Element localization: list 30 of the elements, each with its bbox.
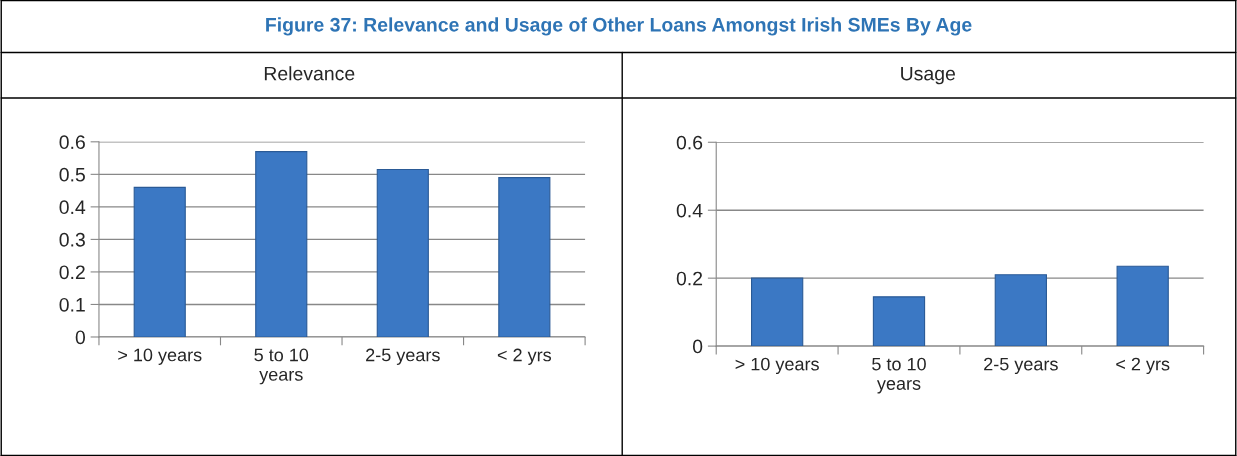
y-tick-label: 0.6 (676, 135, 703, 150)
x-tick-label: 5 to 10 years (872, 357, 926, 394)
y-tick-label: 0.1 (59, 297, 85, 312)
y-tick-label: 0.4 (59, 200, 86, 215)
bar (751, 277, 804, 347)
x-tick-label: 2-5 years (984, 357, 1058, 375)
bar (133, 186, 186, 337)
y-tick-label: 0.2 (676, 271, 703, 286)
caption: Figure 37: Relevance and Usage of Other Loans Amongst Irish SMEs By Age (266, 17, 972, 36)
bar (376, 168, 429, 337)
x-tick-label: > 10 years (118, 348, 202, 365)
y-tick-label: 0 (692, 339, 703, 354)
bar (1116, 265, 1169, 347)
bar (498, 177, 551, 337)
y-tick-label: 0.3 (59, 232, 85, 247)
chart-title: Usage (901, 66, 955, 85)
x-tick-label: 5 to 10 years (254, 348, 309, 385)
chart-title: Relevance (264, 66, 355, 81)
x-tick-label: < 2 yrs (1116, 357, 1170, 375)
bar (872, 296, 926, 347)
bar (994, 274, 1047, 347)
y-tick-label: 0 (75, 330, 86, 345)
y-tick-label: 0.2 (59, 265, 85, 280)
x-tick-label: > 10 years (735, 357, 819, 375)
bar (255, 151, 308, 337)
y-tick-label: 0.6 (59, 135, 85, 150)
y-tick-label: 0.5 (59, 167, 85, 182)
y-tick-label: 0.4 (676, 203, 703, 218)
x-tick-label: < 2 yrs (497, 348, 552, 365)
x-tick-label: 2-5 years (366, 348, 440, 365)
